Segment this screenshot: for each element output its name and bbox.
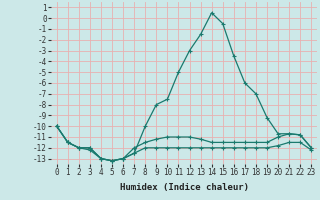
- X-axis label: Humidex (Indice chaleur): Humidex (Indice chaleur): [119, 183, 249, 192]
